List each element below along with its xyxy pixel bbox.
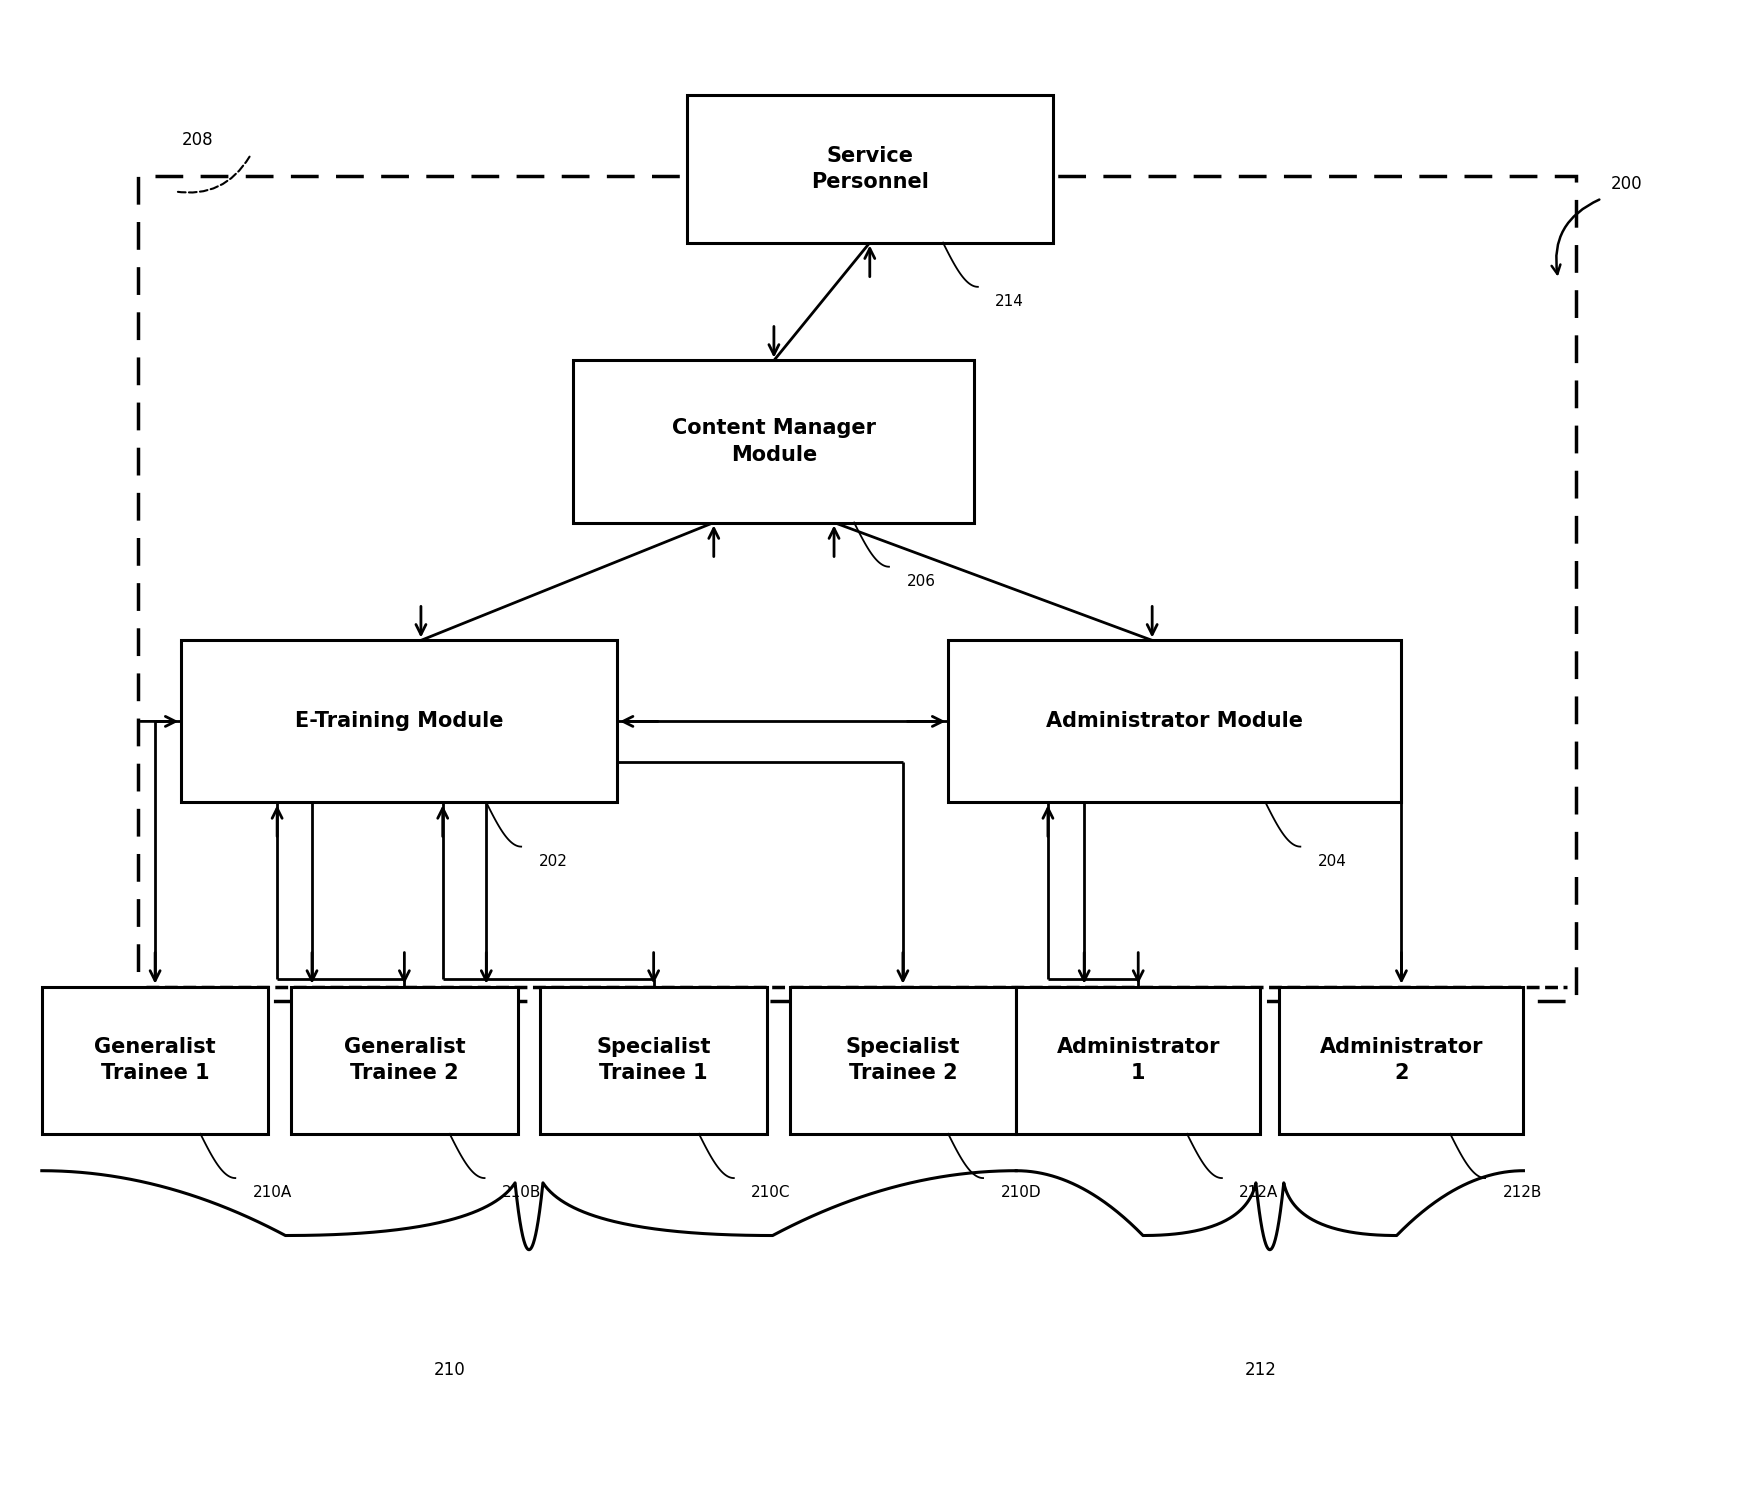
Text: Content Manager
Module: Content Manager Module xyxy=(671,418,877,465)
FancyBboxPatch shape xyxy=(1279,986,1523,1135)
Text: 210B: 210B xyxy=(503,1185,541,1200)
Text: 204: 204 xyxy=(1318,854,1346,868)
FancyBboxPatch shape xyxy=(541,986,768,1135)
FancyBboxPatch shape xyxy=(42,986,269,1135)
FancyBboxPatch shape xyxy=(1016,986,1260,1135)
Text: Administrator
1: Administrator 1 xyxy=(1056,1036,1219,1084)
Text: Administrator
2: Administrator 2 xyxy=(1320,1036,1483,1084)
FancyBboxPatch shape xyxy=(687,95,1052,242)
Text: 208: 208 xyxy=(181,131,213,149)
Text: 210D: 210D xyxy=(1000,1185,1042,1200)
Text: 210C: 210C xyxy=(752,1185,791,1200)
Text: 206: 206 xyxy=(907,574,935,589)
FancyBboxPatch shape xyxy=(789,986,1016,1135)
FancyBboxPatch shape xyxy=(573,360,975,522)
Text: 214: 214 xyxy=(994,294,1024,309)
Text: 212B: 212B xyxy=(1502,1185,1543,1200)
Text: 212: 212 xyxy=(1244,1361,1276,1378)
Text: Service
Personnel: Service Personnel xyxy=(810,146,929,192)
Text: Administrator Module: Administrator Module xyxy=(1047,711,1304,732)
FancyBboxPatch shape xyxy=(292,986,518,1135)
Text: Specialist
Trainee 2: Specialist Trainee 2 xyxy=(845,1036,959,1084)
Text: 212A: 212A xyxy=(1239,1185,1279,1200)
Text: 202: 202 xyxy=(539,854,568,868)
FancyBboxPatch shape xyxy=(181,641,617,803)
FancyBboxPatch shape xyxy=(949,641,1402,803)
Text: Specialist
Trainee 1: Specialist Trainee 1 xyxy=(596,1036,712,1084)
Text: E-Training Module: E-Training Module xyxy=(295,711,504,732)
Text: Generalist
Trainee 2: Generalist Trainee 2 xyxy=(344,1036,466,1084)
Text: 210: 210 xyxy=(434,1361,466,1378)
Text: 200: 200 xyxy=(1611,174,1643,193)
Text: Generalist
Trainee 1: Generalist Trainee 1 xyxy=(95,1036,216,1084)
Text: 210A: 210A xyxy=(253,1185,292,1200)
